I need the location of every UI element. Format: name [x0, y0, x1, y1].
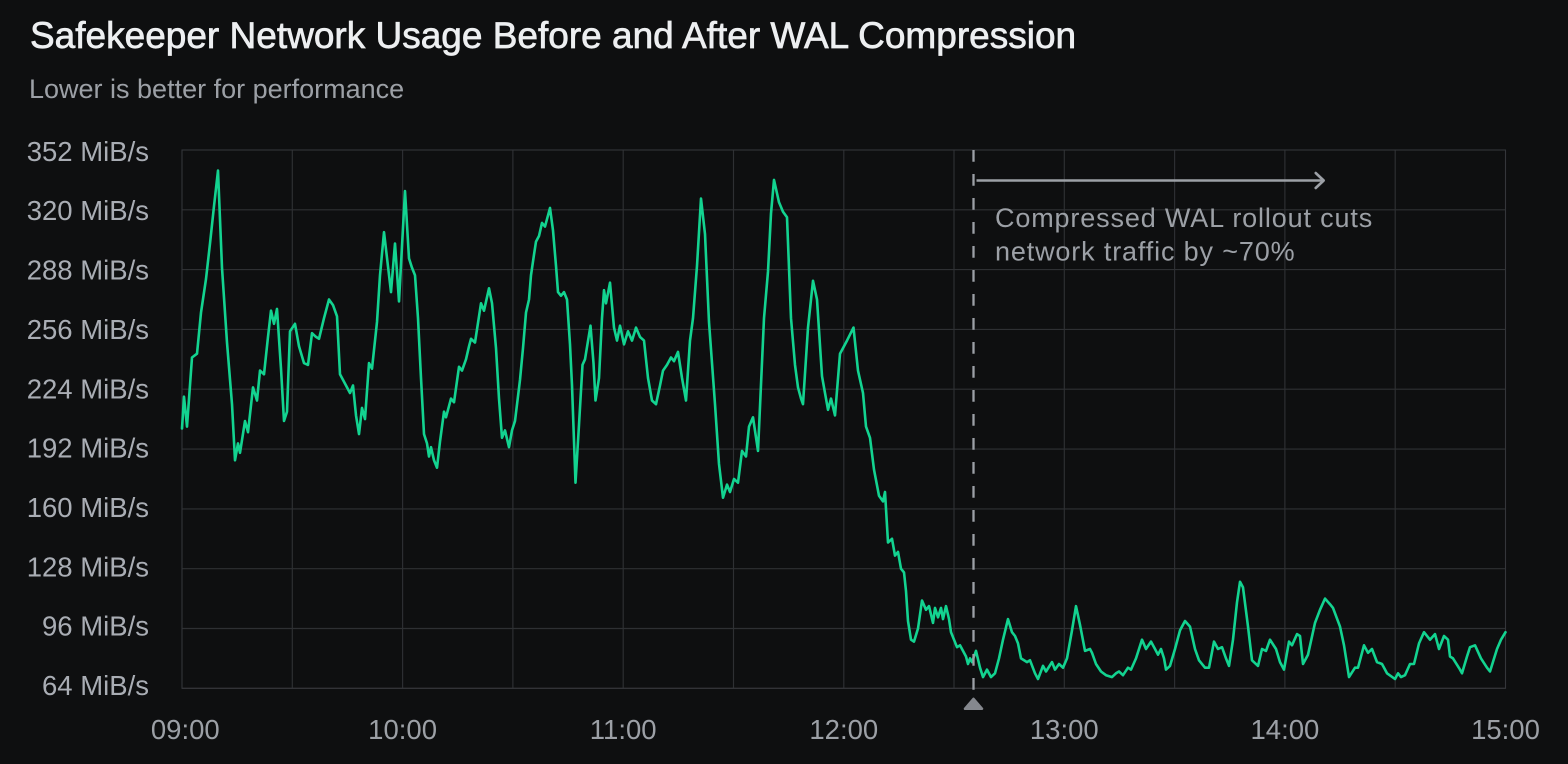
svg-text:10:00: 10:00 — [368, 714, 437, 745]
svg-text:64 MiB/s: 64 MiB/s — [42, 670, 149, 701]
svg-text:352 MiB/s: 352 MiB/s — [27, 136, 149, 167]
svg-text:128 MiB/s: 128 MiB/s — [27, 551, 149, 582]
svg-text:288 MiB/s: 288 MiB/s — [27, 255, 149, 286]
svg-text:256 MiB/s: 256 MiB/s — [27, 314, 149, 345]
svg-text:160 MiB/s: 160 MiB/s — [27, 492, 149, 523]
svg-text:13:00: 13:00 — [1030, 714, 1099, 745]
svg-text:12:00: 12:00 — [809, 714, 878, 745]
svg-text:96 MiB/s: 96 MiB/s — [42, 611, 149, 642]
svg-text:11:00: 11:00 — [590, 714, 657, 745]
svg-text:Compressed WAL rollout cuts: Compressed WAL rollout cuts — [995, 203, 1373, 233]
svg-text:15:00: 15:00 — [1471, 714, 1540, 745]
svg-text:320 MiB/s: 320 MiB/s — [27, 195, 149, 226]
svg-text:224 MiB/s: 224 MiB/s — [27, 373, 149, 404]
svg-text:14:00: 14:00 — [1250, 714, 1319, 745]
svg-text:09:00: 09:00 — [151, 714, 220, 745]
svg-text:network traffic by ~70%: network traffic by ~70% — [995, 237, 1295, 267]
svg-text:192 MiB/s: 192 MiB/s — [27, 433, 149, 464]
